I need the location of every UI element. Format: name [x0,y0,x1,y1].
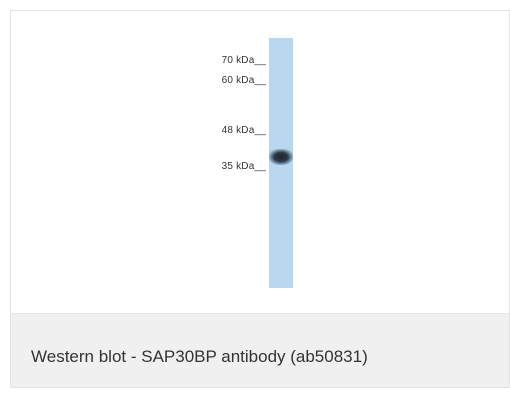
western-blot-image[interactable]: 70 kDa__ 60 kDa__ 48 kDa__ 35 kDa__ [11,11,509,313]
marker-60-kda: 60 kDa__ [221,75,266,86]
protein-band [269,149,293,165]
image-card: 70 kDa__ 60 kDa__ 48 kDa__ 35 kDa__ West… [10,10,510,388]
image-caption: Western blot - SAP30BP antibody (ab50831… [31,347,368,366]
marker-35-kda: 35 kDa__ [221,161,266,172]
caption-area: Western blot - SAP30BP antibody (ab50831… [11,313,509,387]
marker-70-kda: 70 kDa__ [221,55,266,66]
marker-48-kda: 48 kDa__ [221,125,266,136]
